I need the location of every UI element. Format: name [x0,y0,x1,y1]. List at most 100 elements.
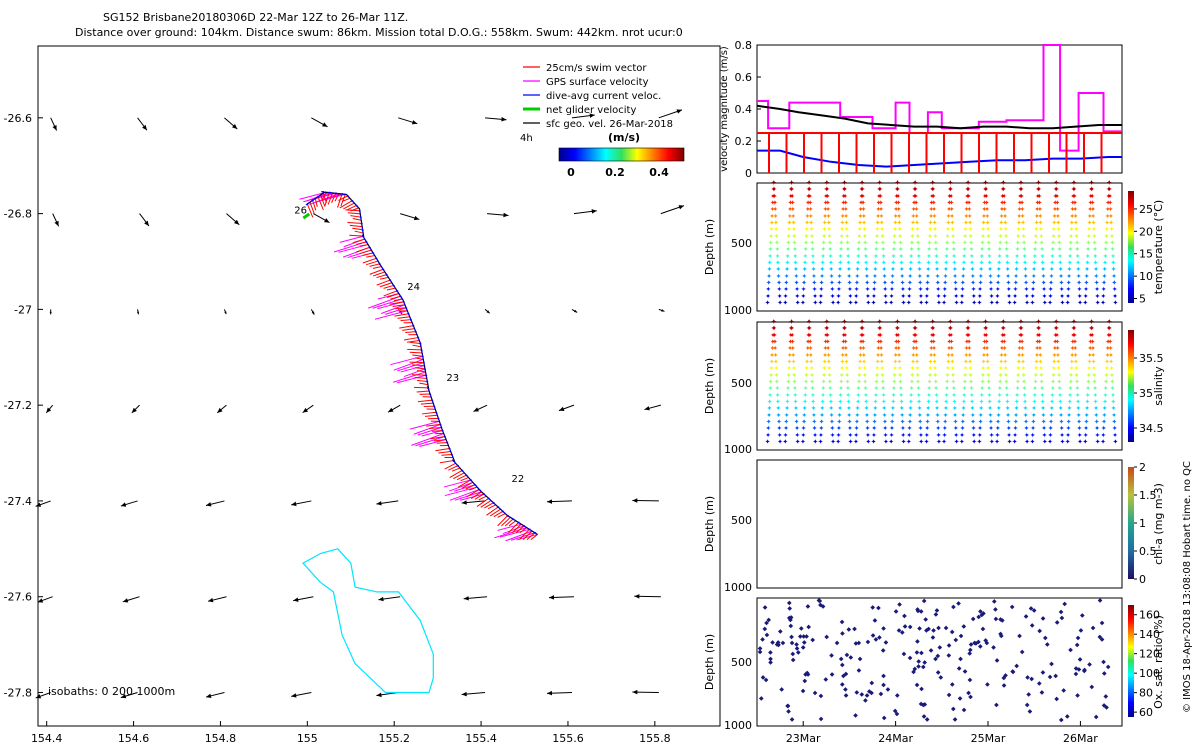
profile-point: ✦ [897,371,903,379]
geo-velocity-arrow-head [206,693,212,699]
profile-point: ✦ [776,272,782,280]
profile-point: ✦ [791,232,797,240]
profile-point: ✦ [1105,338,1111,346]
profile-point: ✦ [891,378,897,386]
profile-point: ✦ [774,246,780,254]
map-xtick-label: 155.8 [639,732,671,745]
profile-point: ✦ [876,338,882,346]
oxygen-point: ◆ [894,608,899,615]
profile-point: ✦ [1077,431,1083,439]
oxygen-point: ◆ [1026,691,1031,698]
geo-velocity-arrow-head [546,499,553,504]
profile-point: ✦ [906,431,912,439]
profile-point: ✦ [847,425,853,433]
profile-point: ✦ [965,179,971,187]
swim-vector [441,453,452,456]
profile-point: ✦ [1021,246,1027,254]
dive-avg-vector-head [417,335,420,339]
profile-point: ✦ [998,232,1004,240]
profile-point: ✦ [909,239,915,247]
profile-point: ✦ [801,425,807,433]
profile-point: ✦ [1109,226,1115,234]
profile-point: ✦ [1107,325,1113,333]
profile-point: ✦ [1000,325,1006,333]
profile-point: ✦ [1017,338,1023,346]
legend-label-swim-vector: 25cm/s swim vector [546,63,647,74]
temperature-ytick-500: 500 [731,237,752,250]
profile-point: ✦ [823,192,829,200]
profile-point: ✦ [838,252,844,260]
oxygen-point: ◆ [985,681,990,688]
oxygen-points: ◆◆◆◆◆◆◆◆◆◆◆◆◆◆◆◆◆◆◆◆◆◆◆◆◆◆◆◆◆◆◆◆◆◆◆◆◆◆◆◆… [758,597,1111,723]
swim-vector [400,319,411,322]
profile-point: ✦ [924,425,930,433]
profile-point: ✦ [998,365,1004,373]
profile-point: ✦ [1041,286,1047,294]
dive-avg-vector-head [359,215,362,218]
profile-point: ✦ [980,239,986,247]
oxygen-point: ◆ [776,641,781,648]
profile-point: ✦ [784,405,790,413]
profile-point: ✦ [1104,358,1110,366]
profile-point: ✦ [844,371,850,379]
oxygen-point: ◆ [1002,682,1007,689]
profile-point: ✦ [1034,358,1040,366]
profile-point: ✦ [1083,431,1089,439]
profile-point: ✦ [910,212,916,220]
profile-point: ✦ [1071,186,1077,194]
oxygen-point: ◆ [897,627,902,634]
profile-point: ✦ [872,411,878,419]
profile-point: ✦ [823,338,829,346]
profile-point: ✦ [864,411,870,419]
profile-point: ✦ [1076,425,1082,433]
profile-point: ✦ [999,345,1005,353]
profile-point: ✦ [953,292,959,300]
profile-point: ✦ [794,431,800,439]
profile-point: ✦ [770,206,776,214]
oxygen-point: ◆ [758,648,763,655]
oxygen-point: ◆ [765,631,770,638]
profile-point: ✦ [1041,431,1047,439]
oxygen-point: ◆ [994,616,999,623]
oxygen-point: ◆ [911,669,916,676]
dive-avg-vector-head [389,278,392,282]
profile-point: ✦ [876,192,882,200]
profile-point: ✦ [1076,418,1082,426]
profile-point: ✦ [932,365,938,373]
profile-point: ✦ [1072,331,1078,339]
dive-avg-vector-head [361,228,364,231]
profile-point: ✦ [1015,385,1021,393]
profile-point: ✦ [873,246,879,254]
profile-point: ✦ [1056,226,1062,234]
oxygen-point: ◆ [969,641,974,648]
profile-point: ✦ [805,345,811,353]
profile-point: ✦ [787,345,793,353]
profile-point: ✦ [1034,345,1040,353]
profile-point: ✦ [948,331,954,339]
profile-point: ✦ [878,206,884,214]
profile-point: ✦ [942,279,948,287]
profile-point: ✦ [805,199,811,207]
profile-point: ✦ [1054,192,1060,200]
profile-point: ✦ [824,325,830,333]
profile-point: ✦ [981,345,987,353]
profile-point: ✦ [931,199,937,207]
oxygen-point: ◆ [790,639,795,646]
profile-point: ✦ [927,232,933,240]
profile-point: ✦ [1071,325,1077,333]
profile-point: ✦ [1108,358,1114,366]
profile-point: ✦ [996,259,1002,267]
colorbar-tick-label: 35 [1139,387,1153,400]
profile-point: ✦ [1055,206,1061,214]
swim-vector [314,198,318,207]
oxygen-point: ◆ [817,597,822,604]
profile-point: ✦ [898,391,904,399]
oxygen-point: ◆ [1024,613,1029,620]
profile-point: ✦ [963,351,969,359]
profile-point: ✦ [997,391,1003,399]
swim-vector [414,367,426,370]
profile-point: ✦ [854,286,860,294]
profile-point: ✦ [982,186,988,194]
profile-point: ✦ [945,371,951,379]
